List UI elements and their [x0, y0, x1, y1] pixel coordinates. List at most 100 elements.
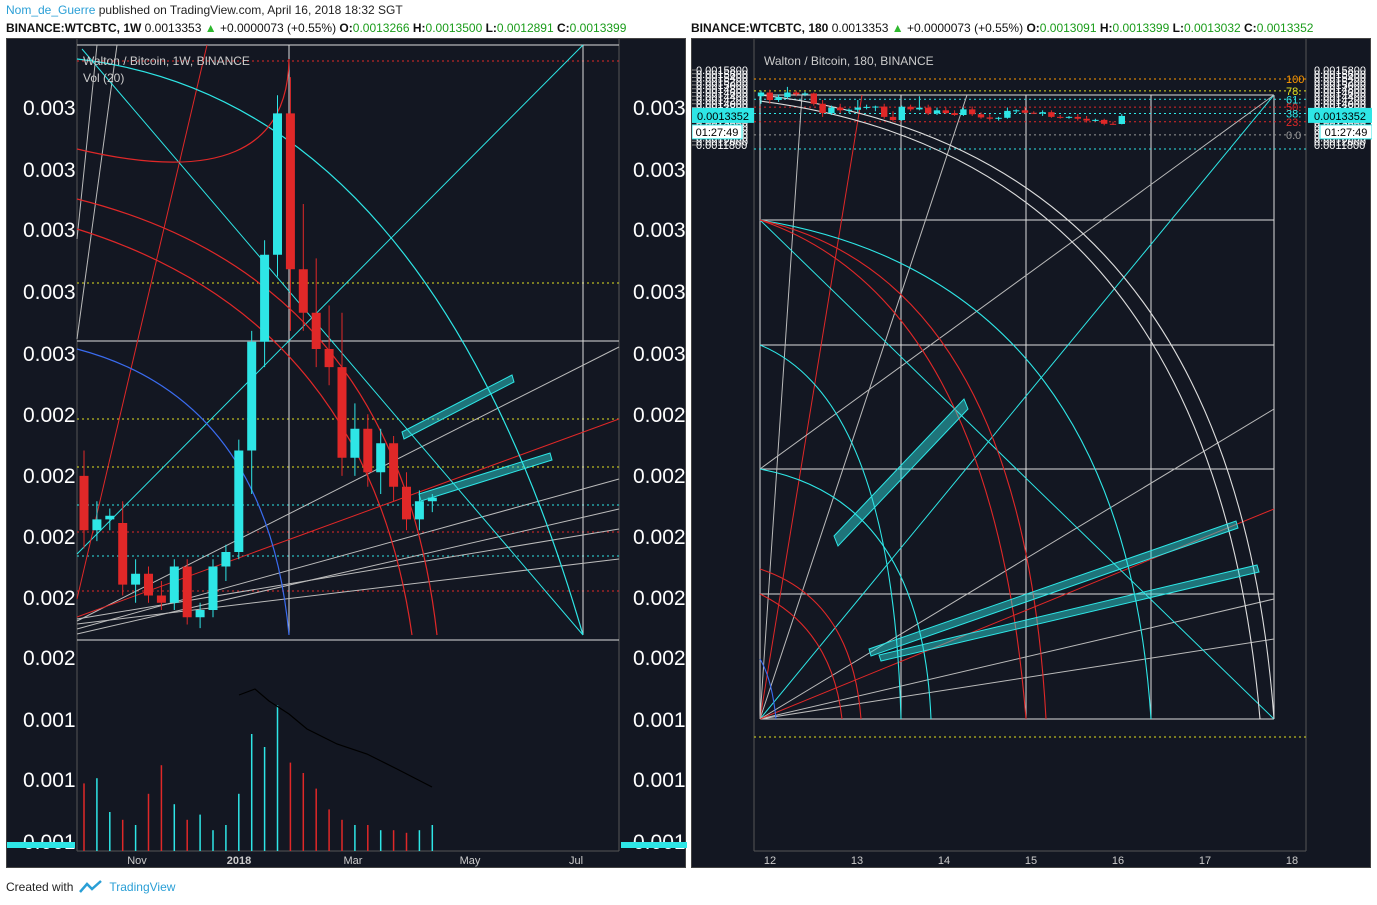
y-tick-label-right: 0.0014400	[1314, 91, 1366, 103]
gann-arc	[759, 344, 902, 720]
y-tick-label-right: 0.0015200	[1314, 76, 1366, 88]
intraday-chart-panel[interactable]: 100 78. 61. 50. 38. 23. 0.0 0.0015800 0.0015800 0…	[691, 38, 1373, 869]
candle-body	[775, 97, 782, 100]
y-tick-label-right: 0.0015600	[1314, 69, 1366, 81]
y-tick-label-right: 0.001	[633, 709, 686, 732]
open-label: O:	[1026, 21, 1040, 35]
y-tick-label-right: 0.0014800	[1314, 84, 1366, 96]
fan-line	[759, 638, 1275, 720]
candle-body	[881, 106, 888, 117]
y-tick-label-right: 0.002	[633, 526, 686, 549]
left-price: 0.0013353	[144, 21, 202, 35]
candle-body	[273, 113, 282, 255]
price-tag-bg	[1308, 107, 1372, 123]
author-link[interactable]: Nom_de_Guerre	[6, 3, 96, 17]
up-arrow-icon: ▲	[891, 21, 904, 35]
fan-line	[76, 44, 98, 240]
close-label: C:	[557, 21, 570, 35]
left-high: 0.0013500	[425, 21, 483, 35]
candle-body	[376, 443, 386, 473]
low-label: L:	[485, 21, 497, 35]
fan-line	[76, 44, 118, 340]
candle-body	[889, 116, 897, 121]
x-tick-label: May	[460, 855, 481, 867]
candle-body	[221, 552, 231, 567]
candle-body	[144, 573, 153, 596]
fib-level-label: 78.	[1286, 86, 1301, 98]
gann-arc	[759, 100, 1261, 720]
right-change: +0.0000073 (+0.55%)	[907, 21, 1024, 35]
candle-body	[766, 92, 773, 100]
fan-line	[76, 418, 620, 618]
chart-legend-title: Walton / Bitcoin, 1W, BINANCE	[83, 54, 250, 68]
candle-body	[898, 106, 905, 121]
candle-body	[801, 93, 809, 95]
candle-body	[169, 566, 179, 603]
tradingview-link[interactable]: TradingView	[109, 880, 176, 894]
y-tick-label-left: 0.0011800	[696, 140, 747, 152]
y-tick-label-left: 0.0014800	[696, 84, 748, 96]
candle-body	[182, 566, 192, 618]
y-tick-label-left: 0.002	[23, 587, 76, 610]
candles-group	[79, 77, 437, 629]
candle-body	[427, 497, 437, 502]
weekly-chart-svg[interactable]: 0.003 0.003 0.003 0.003 0.003 0.002 0.002 0.002…	[7, 39, 687, 869]
y-tick-label-right: 0.001	[633, 769, 686, 792]
created-with-label: Created with	[6, 880, 74, 894]
right-symbol: BINANCE:WTCBTC, 180	[691, 21, 829, 35]
volume-legend: Vol (20)	[83, 71, 124, 85]
candle-body	[350, 428, 360, 458]
fib-level-label: 100	[1286, 74, 1304, 86]
candle-body	[105, 515, 115, 520]
candle-body	[907, 106, 914, 110]
fan-line	[759, 408, 1275, 720]
y-tick-label-right: 0.002	[633, 465, 686, 488]
y-tick-label-left: 0.002	[23, 526, 76, 549]
y-tick-label-left: 0.001	[23, 769, 76, 792]
candle-body	[942, 110, 949, 114]
publish-info: Nom_de_Guerre published on TradingView.c…	[6, 3, 403, 17]
candle-body	[933, 110, 941, 114]
candle-body	[854, 107, 861, 110]
close-label: C:	[1244, 21, 1257, 35]
chart-legend-title: Walton / Bitcoin, 180, BINANCE	[764, 54, 934, 68]
gann-arc	[76, 228, 413, 636]
left-ohlc-header: BINANCE:WTCBTC, 1W 0.0013353 ▲ +0.000007…	[6, 21, 626, 35]
candle-body	[986, 117, 993, 119]
low-label: L:	[1172, 21, 1184, 35]
fan-line	[759, 94, 803, 720]
y-tick-label-left: 0.003	[23, 159, 76, 182]
candle-body	[324, 349, 334, 368]
fan-line	[759, 219, 1275, 720]
fan-line	[759, 94, 1275, 470]
candle-body	[845, 109, 853, 111]
channel-highlight	[878, 564, 1260, 662]
candle-body	[260, 254, 270, 342]
candle-body	[1030, 112, 1037, 114]
x-tick-label: 2018	[227, 855, 251, 867]
fib-level-label: 50.	[1286, 102, 1301, 114]
candle-body	[784, 92, 791, 98]
channel-highlight	[401, 374, 515, 440]
y-tick-label-left: 0.003	[23, 343, 76, 366]
fib-level-label: 0.0	[1286, 130, 1301, 142]
y-tick-label-right: 0.0014200	[1314, 95, 1366, 107]
y-tick-label-right: 0.003	[633, 343, 686, 366]
right-price: 0.0013353	[831, 21, 889, 35]
fan-line	[76, 44, 208, 600]
left-symbol: BINANCE:WTCBTC, 1W	[6, 21, 142, 35]
fan-line	[76, 528, 620, 620]
weekly-chart-panel[interactable]: 0.003 0.003 0.003 0.003 0.003 0.002 0.002 0.002…	[6, 38, 687, 869]
channel-highlight	[418, 452, 553, 502]
candle-body	[311, 312, 321, 349]
left-close: 0.0013399	[569, 21, 627, 35]
candle-body	[208, 566, 218, 610]
candles-group	[757, 86, 1125, 126]
candle-body	[1109, 123, 1117, 125]
gann-arc	[759, 219, 1027, 720]
gann-arc	[76, 348, 290, 636]
gann-arc	[76, 58, 290, 163]
gann-arc	[759, 658, 777, 720]
price-marker	[621, 842, 687, 848]
